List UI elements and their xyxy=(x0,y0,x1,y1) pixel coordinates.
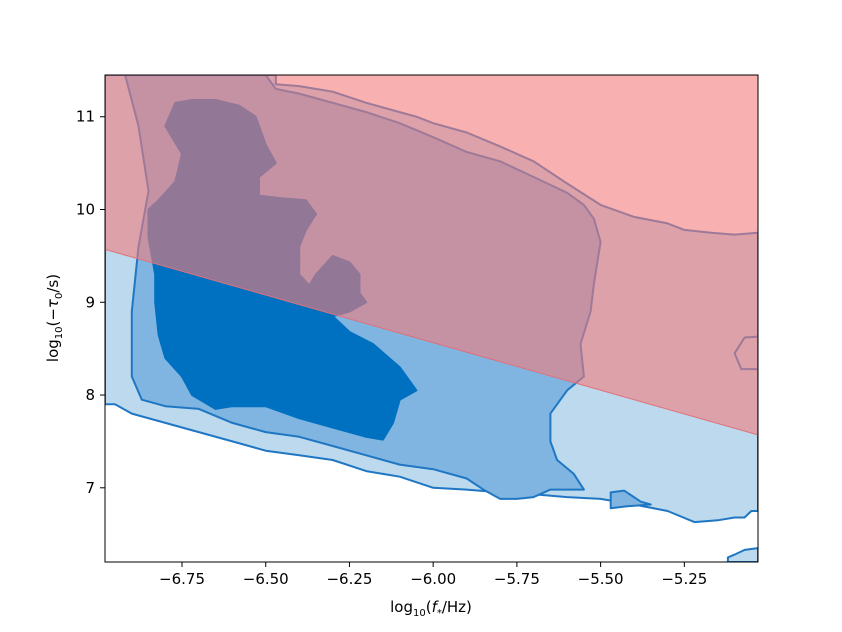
x-tick-label: −6.50 xyxy=(243,570,289,588)
x-tick-label: −6.75 xyxy=(159,570,205,588)
x-axis-label: log10(f*/Hz) xyxy=(390,598,472,619)
x-tick-label: −5.50 xyxy=(578,570,624,588)
y-tick-label: 10 xyxy=(76,201,95,219)
y-tick-label: 8 xyxy=(85,386,95,404)
y-tick-label: 11 xyxy=(76,108,95,126)
plot-frame xyxy=(104,74,759,563)
y-axis-label: log10(−τ0/s) xyxy=(44,274,65,362)
y-tick-label: 9 xyxy=(85,293,95,311)
x-tick-label: −6.00 xyxy=(410,570,456,588)
excluded-region-layer xyxy=(105,75,758,436)
y-axis-ticks: 7 8 9 10 11 xyxy=(76,108,105,497)
x-tick-label: −5.75 xyxy=(494,570,540,588)
x-tick-label: −6.25 xyxy=(326,570,372,588)
x-axis-ticks: −6.75 −6.50 −6.25 −6.00 −5.75 −5.50 −5.25 xyxy=(159,562,707,588)
x-tick-label: −5.25 xyxy=(661,570,707,588)
excluded-region xyxy=(105,75,758,435)
contour-island xyxy=(609,489,652,510)
y-tick-label: 7 xyxy=(85,479,95,497)
contour-edge-island-bottom xyxy=(726,547,758,562)
excluded-boundary-line xyxy=(105,248,758,436)
